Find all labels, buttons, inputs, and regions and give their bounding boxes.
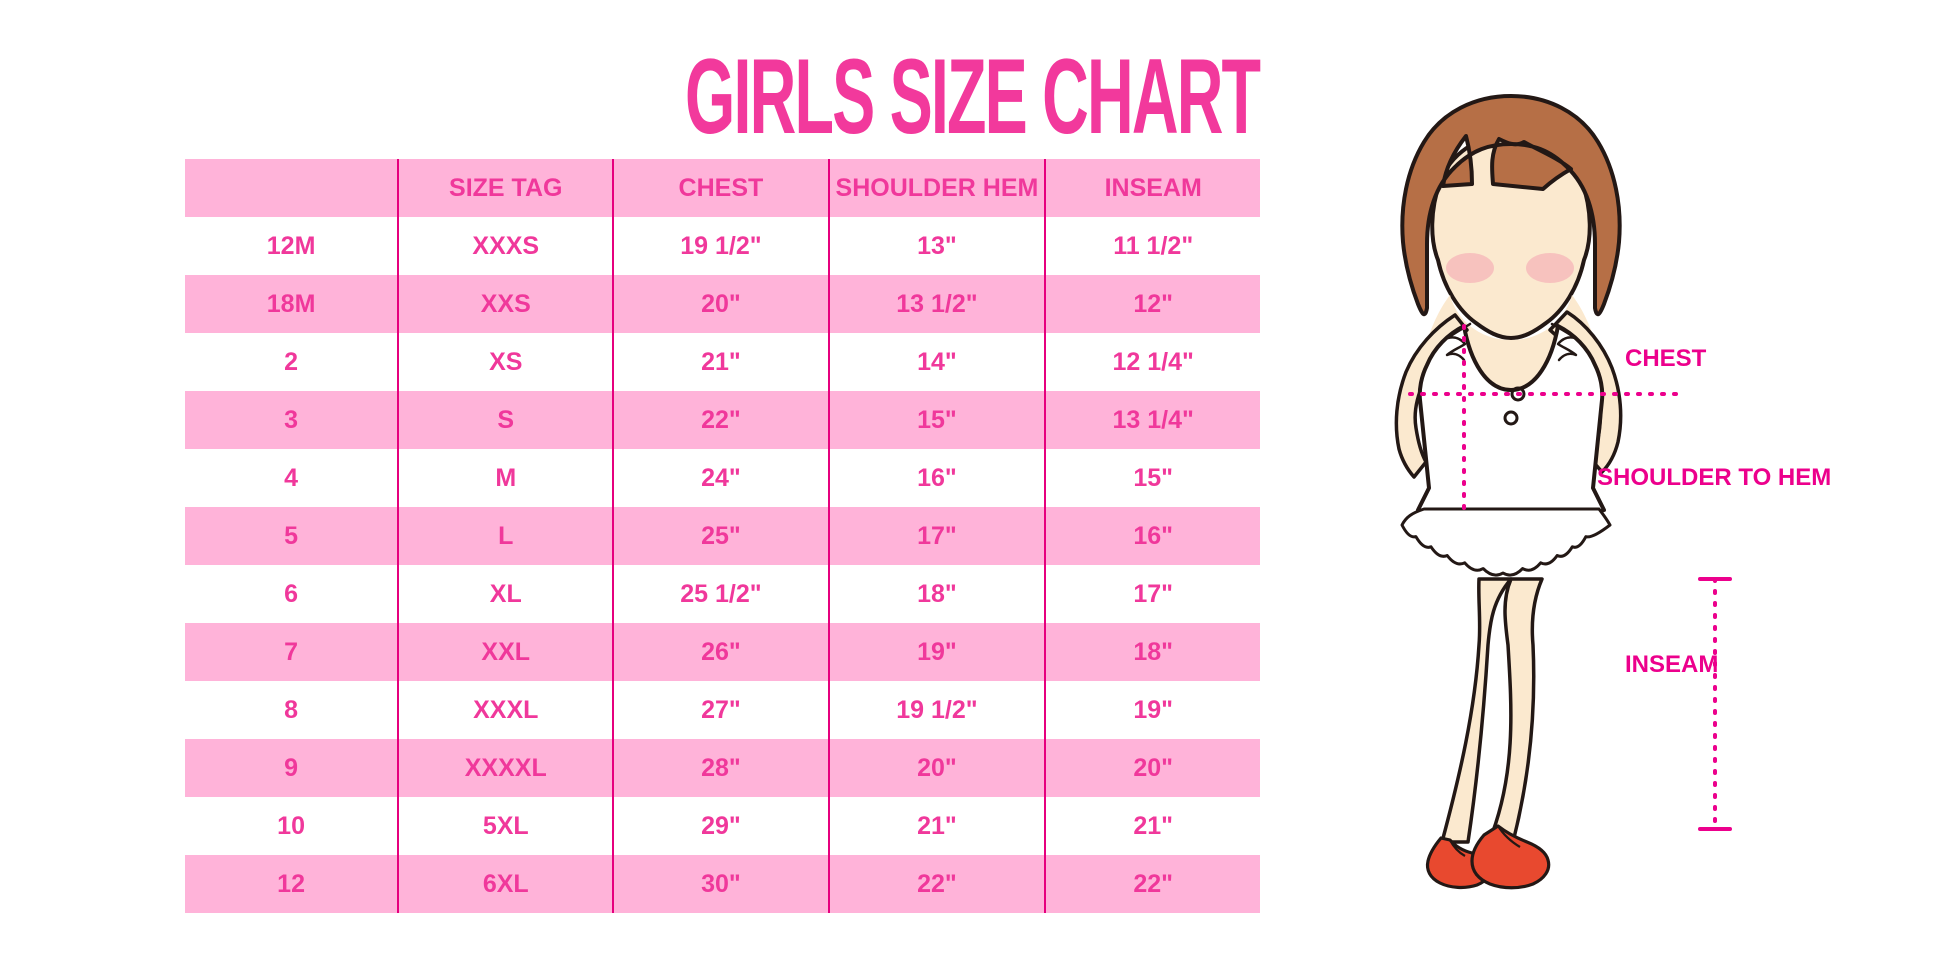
svg-text:INSEAM: INSEAM <box>1625 651 1718 678</box>
svg-text:CHEST: CHEST <box>1625 345 1707 372</box>
svg-text:SHOULDER TO HEM: SHOULDER TO HEM <box>1597 464 1831 491</box>
